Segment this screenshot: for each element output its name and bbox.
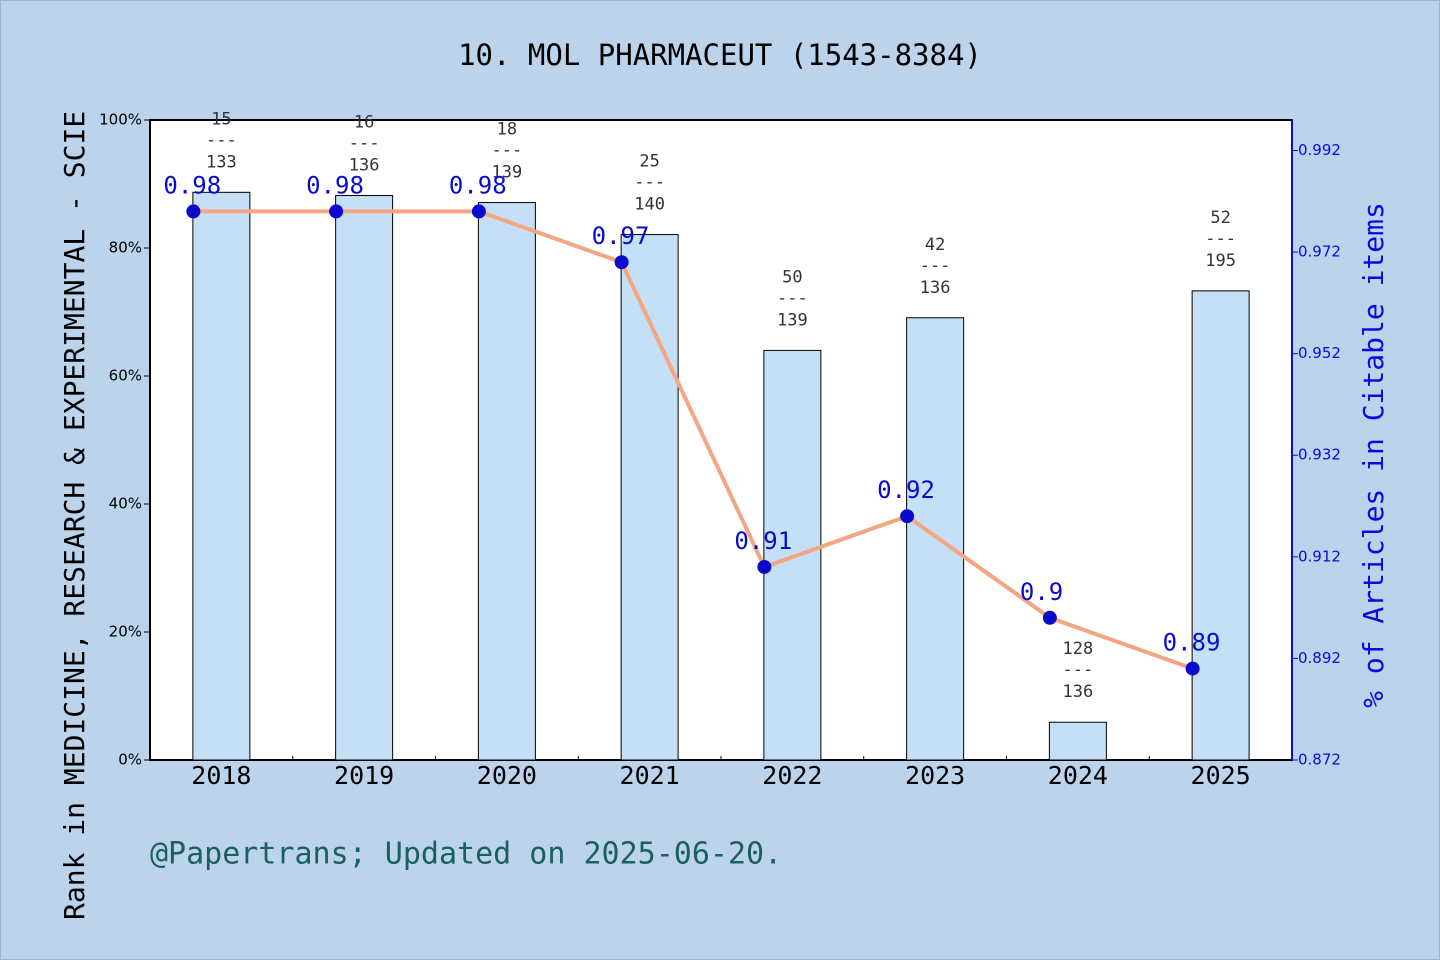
y2-tick-label: 0.972 <box>1298 243 1341 261</box>
y-axis-title: Rank in MEDICINE, RESEARCH & EXPERIMENTA… <box>58 111 91 920</box>
plot-area <box>149 119 1293 761</box>
value-label: 0.91 <box>734 527 792 555</box>
y2-tick-label: 0.912 <box>1298 547 1341 565</box>
total-label: 136 <box>920 278 951 298</box>
total-label: 139 <box>777 310 808 330</box>
line-marker <box>186 204 201 219</box>
x-tick-label: 2021 <box>620 761 680 790</box>
label-separator: --- <box>1205 229 1236 249</box>
line <box>193 209 1194 671</box>
line-marker <box>329 204 344 219</box>
label-separator: --- <box>634 173 665 193</box>
rank-label: 50 <box>782 267 802 287</box>
label-separator: --- <box>206 130 237 150</box>
y-tick-label: 40% <box>109 495 142 513</box>
x-tick-label: 2019 <box>334 761 394 790</box>
rank-label: 42 <box>925 235 945 255</box>
y2-tick-label: 0.892 <box>1298 649 1341 667</box>
total-label: 136 <box>349 156 380 176</box>
line-marker <box>1185 661 1200 676</box>
x-tick-label: 2018 <box>191 761 251 790</box>
bar <box>620 234 679 761</box>
y-tick-label: 100% <box>99 111 142 129</box>
rank-label: 52 <box>1210 208 1230 228</box>
total-label: 140 <box>634 195 665 215</box>
rank-label: 16 <box>354 113 374 133</box>
bar <box>1191 290 1250 761</box>
label-separator: --- <box>777 288 808 308</box>
y2-tick-label: 0.872 <box>1298 751 1341 769</box>
line-marker <box>757 559 772 574</box>
x-tick-label: 2020 <box>477 761 537 790</box>
value-label: 0.92 <box>877 476 935 504</box>
total-label: 133 <box>206 152 237 172</box>
rank-label: 25 <box>639 152 659 172</box>
y2-tick-label: 0.992 <box>1298 141 1341 159</box>
bar <box>335 195 394 761</box>
bar <box>1048 721 1107 761</box>
y2-axis-title: % of Articles in Citable items <box>1357 202 1390 708</box>
y-tick-label: 80% <box>109 239 142 257</box>
rank-label: 15 <box>211 109 231 129</box>
y-tick-label: 0% <box>118 751 142 769</box>
x-tick-label: 2024 <box>1048 761 1108 790</box>
bar <box>906 317 965 761</box>
y-tick-label: 60% <box>109 367 142 385</box>
value-label: 0.89 <box>1163 629 1221 657</box>
bar <box>192 191 251 761</box>
y2-tick-label: 0.932 <box>1298 446 1341 464</box>
x-tick-label: 2023 <box>905 761 965 790</box>
value-label: 0.98 <box>306 171 364 199</box>
rank-label: 128 <box>1063 639 1094 659</box>
label-separator: --- <box>349 134 380 154</box>
y2-tick-label: 0.952 <box>1298 344 1341 362</box>
footer: @Papertrans; Updated on 2025-06-20. <box>150 837 782 872</box>
value-label: 0.98 <box>163 171 221 199</box>
bar <box>477 202 536 761</box>
value-label: 0.9 <box>1020 578 1063 606</box>
total-label: 139 <box>492 163 523 183</box>
label-separator: --- <box>1063 660 1094 680</box>
label-separator: --- <box>920 256 951 276</box>
line-marker <box>1042 610 1057 625</box>
line-marker <box>614 255 629 270</box>
y-tick-label: 20% <box>109 623 142 641</box>
label-separator: --- <box>492 141 523 161</box>
chart-title: 10. MOL PHARMACEUT (1543-8384) <box>458 38 982 72</box>
x-tick-label: 2025 <box>1191 761 1251 790</box>
line-marker <box>471 204 486 219</box>
total-label: 195 <box>1205 251 1236 271</box>
value-label: 0.98 <box>449 171 507 199</box>
total-label: 136 <box>1063 682 1094 702</box>
line-marker <box>900 509 915 524</box>
x-tick-label: 2022 <box>762 761 822 790</box>
rank-label: 18 <box>497 120 517 140</box>
value-label: 0.97 <box>592 222 650 250</box>
